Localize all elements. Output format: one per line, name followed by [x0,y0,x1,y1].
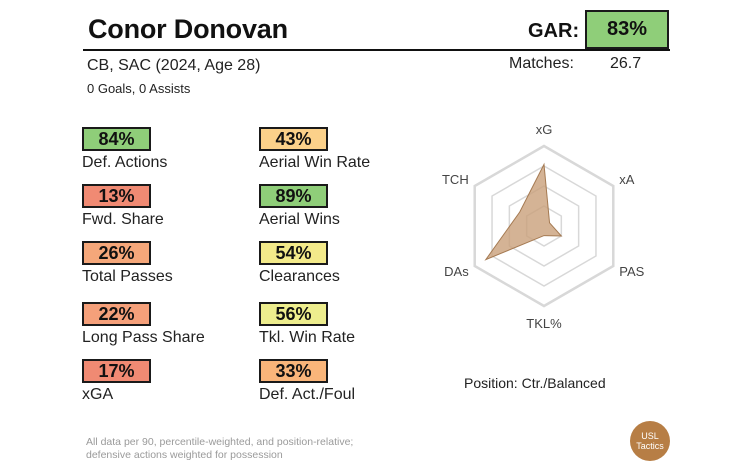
metric-label: Aerial Wins [259,211,340,228]
metric-clearances: 54% Clearances [259,241,340,286]
metric-tkl-win-rate: 56% Tkl. Win Rate [259,302,355,347]
metric-badge: 56% [259,302,328,326]
goals-assists: 0 Goals, 0 Assists [87,81,191,96]
metric-badge: 26% [82,241,151,265]
metric-label: Def. Actions [82,154,168,171]
matches-label: Matches: [509,55,574,72]
header-divider [83,49,670,51]
metric-label: Long Pass Share [82,329,205,346]
player-name: Conor Donovan [88,14,288,44]
metric-total-passes: 26% Total Passes [82,241,173,286]
metric-badge: 89% [259,184,328,208]
metric-def-act-per-foul: 33% Def. Act./Foul [259,359,355,404]
usl-tactics-logo: USL Tactics [630,421,670,461]
radar-axis-label-das: DAs [444,264,469,279]
metric-badge: 33% [259,359,328,383]
footnote-line-1: All data per 90, percentile-weighted, an… [86,436,354,448]
radar-axis-label-xg: xG [536,122,553,137]
radar-axis-label-xa: xA [619,172,635,187]
metric-label: Fwd. Share [82,211,164,228]
metric-aerial-wins: 89% Aerial Wins [259,184,340,229]
radar-grid-ring [473,144,615,308]
metric-long-pass-share: 22% Long Pass Share [82,302,205,347]
metric-badge: 54% [259,241,328,265]
metric-fwd-share: 13% Fwd. Share [82,184,164,229]
metric-label: Clearances [259,268,340,285]
radar-axis-label-pas: PAS [619,264,644,279]
footnote-line-2: defensive actions weighted for possessio… [86,449,283,461]
radar-grid-ring [491,165,597,287]
metric-badge: 22% [82,302,151,326]
metric-badge: 84% [82,127,151,151]
footnote: All data per 90, percentile-weighted, an… [86,436,353,462]
radar-axis-label-tkl-pct: TKL% [526,316,562,331]
gar-badge: 83% [585,10,669,49]
player-subline: CB, SAC (2024, Age 28) [87,57,261,74]
metric-aerial-win-rate: 43% Aerial Win Rate [259,127,370,172]
metric-label: Total Passes [82,268,173,285]
logo-line-2: Tactics [636,441,664,451]
metric-label: Tkl. Win Rate [259,329,356,346]
radar-chart: xG xA PAS TKL% DAs TCH [442,122,645,331]
metric-badge: 17% [82,359,151,383]
metric-badge: 43% [259,127,328,151]
radar-grid-ring [508,185,580,267]
matches-value: 26.7 [610,55,642,72]
position-text: Position: Ctr./Balanced [464,375,606,391]
radar-data-shape [484,162,563,261]
metric-xga: 17% xGA [82,359,151,404]
metric-badge: 13% [82,184,151,208]
metric-label: Aerial Win Rate [259,154,371,171]
gar-label: GAR: [528,20,580,42]
radar-axis-label-tch: TCH [442,172,469,187]
metric-label: xGA [82,386,114,403]
metric-def-actions: 84% Def. Actions [82,127,167,172]
logo-line-1: USL [641,431,659,441]
metric-label: Def. Act./Foul [259,386,356,403]
